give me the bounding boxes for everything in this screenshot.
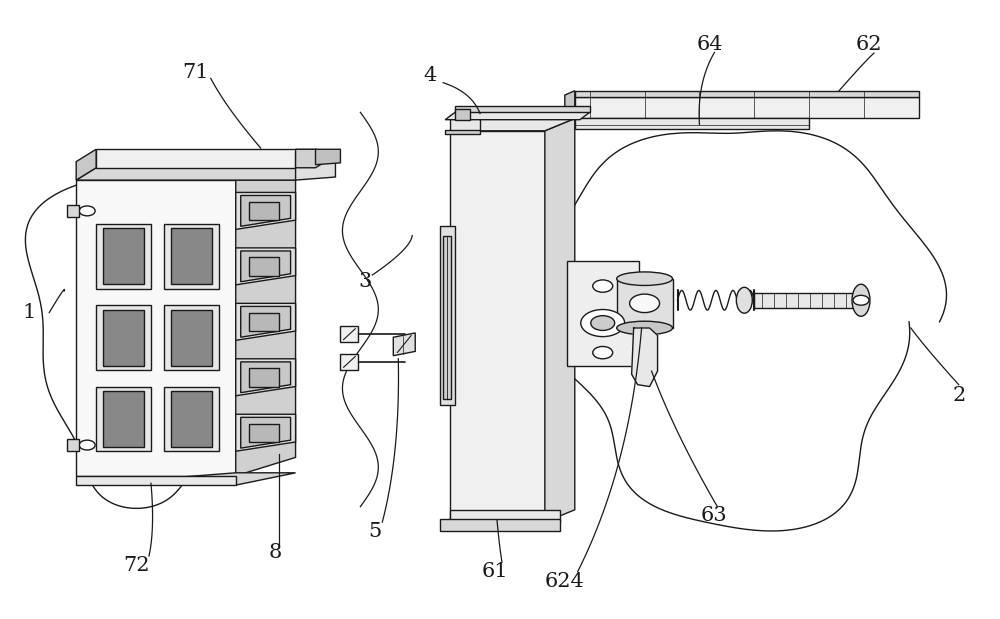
Text: 63: 63 xyxy=(701,506,728,526)
Ellipse shape xyxy=(617,321,673,335)
Bar xyxy=(440,227,455,405)
Ellipse shape xyxy=(617,272,673,285)
Polygon shape xyxy=(455,109,470,119)
Polygon shape xyxy=(241,362,291,392)
Polygon shape xyxy=(236,193,296,230)
Polygon shape xyxy=(450,510,560,522)
Text: 71: 71 xyxy=(183,63,209,82)
Polygon shape xyxy=(171,228,212,284)
Polygon shape xyxy=(450,115,480,131)
Polygon shape xyxy=(241,251,291,282)
Polygon shape xyxy=(316,149,340,165)
Polygon shape xyxy=(96,305,151,370)
Polygon shape xyxy=(455,106,590,112)
Circle shape xyxy=(853,295,869,305)
Polygon shape xyxy=(236,414,296,451)
Polygon shape xyxy=(440,519,560,531)
Bar xyxy=(67,439,79,451)
Text: 624: 624 xyxy=(545,573,585,591)
Polygon shape xyxy=(632,328,658,386)
Circle shape xyxy=(591,316,615,331)
Circle shape xyxy=(593,280,613,292)
Polygon shape xyxy=(236,248,296,285)
Polygon shape xyxy=(340,326,358,342)
Polygon shape xyxy=(393,333,415,356)
Polygon shape xyxy=(96,224,151,288)
Polygon shape xyxy=(236,359,296,396)
Polygon shape xyxy=(76,476,236,485)
Polygon shape xyxy=(575,91,919,97)
Polygon shape xyxy=(164,224,219,288)
Bar xyxy=(754,293,859,308)
Text: 3: 3 xyxy=(359,272,372,292)
Bar xyxy=(249,313,279,331)
Text: 4: 4 xyxy=(424,66,437,85)
Bar xyxy=(443,236,451,399)
Circle shape xyxy=(593,347,613,359)
Polygon shape xyxy=(545,118,575,522)
Circle shape xyxy=(79,206,95,216)
Polygon shape xyxy=(103,310,144,366)
Text: 72: 72 xyxy=(123,556,149,574)
Text: 61: 61 xyxy=(482,562,508,581)
Text: 8: 8 xyxy=(269,543,282,563)
Polygon shape xyxy=(340,354,358,370)
Bar xyxy=(249,368,279,386)
Polygon shape xyxy=(445,112,590,119)
Polygon shape xyxy=(575,97,919,118)
Circle shape xyxy=(79,440,95,450)
Ellipse shape xyxy=(852,284,870,316)
Bar xyxy=(249,423,279,442)
Bar xyxy=(67,205,79,217)
Polygon shape xyxy=(296,152,335,180)
Polygon shape xyxy=(76,473,296,485)
Bar xyxy=(249,257,279,275)
Polygon shape xyxy=(76,180,236,476)
Polygon shape xyxy=(241,306,291,337)
Text: 1: 1 xyxy=(23,303,36,322)
Polygon shape xyxy=(76,168,316,180)
Polygon shape xyxy=(575,118,809,129)
Polygon shape xyxy=(164,386,219,451)
Text: 62: 62 xyxy=(856,35,882,54)
Polygon shape xyxy=(450,118,575,131)
Polygon shape xyxy=(241,196,291,227)
Bar xyxy=(617,279,673,328)
Polygon shape xyxy=(236,303,296,340)
Polygon shape xyxy=(103,391,144,447)
Text: 64: 64 xyxy=(696,35,723,54)
Polygon shape xyxy=(445,129,480,134)
Ellipse shape xyxy=(736,287,752,313)
Polygon shape xyxy=(171,391,212,447)
Polygon shape xyxy=(450,131,545,522)
Polygon shape xyxy=(565,91,575,118)
Circle shape xyxy=(630,294,660,313)
Polygon shape xyxy=(236,180,296,476)
Polygon shape xyxy=(296,149,335,168)
Polygon shape xyxy=(96,386,151,451)
Text: 5: 5 xyxy=(369,522,382,541)
Polygon shape xyxy=(96,149,316,168)
Polygon shape xyxy=(103,228,144,284)
Polygon shape xyxy=(76,149,96,180)
Text: 2: 2 xyxy=(952,386,965,405)
Bar xyxy=(249,202,279,220)
Polygon shape xyxy=(567,261,639,366)
Circle shape xyxy=(581,310,625,337)
Polygon shape xyxy=(171,310,212,366)
Polygon shape xyxy=(164,305,219,370)
Polygon shape xyxy=(241,417,291,448)
